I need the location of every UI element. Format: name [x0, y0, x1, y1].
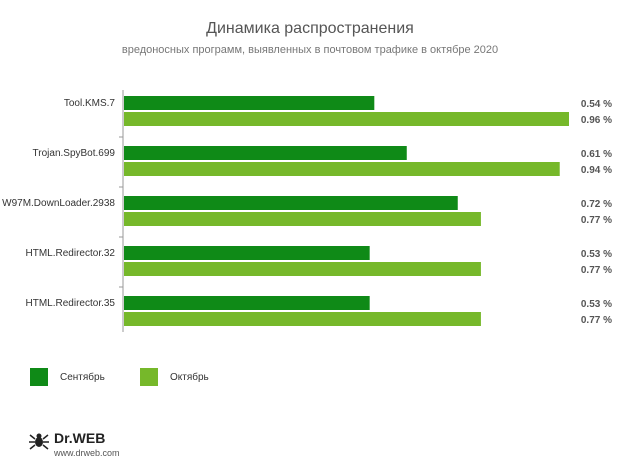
spider-logo-icon [29, 433, 49, 450]
bar-september [124, 96, 375, 110]
legend-label-october: Октябрь [170, 372, 209, 383]
category-label: HTML.Redirector.35 [26, 298, 116, 309]
legend-swatch-october [140, 368, 158, 386]
value-label: 0.53 % [581, 249, 612, 260]
bar-september [124, 296, 370, 310]
category-label: Trojan.SpyBot.699 [33, 148, 116, 159]
bar-october [124, 212, 481, 226]
value-label: 0.77 % [581, 265, 612, 276]
chart-title: Динамика распространения [206, 20, 414, 37]
value-label: 0.96 % [581, 115, 612, 126]
value-label: 0.77 % [581, 315, 612, 326]
value-label: 0.54 % [581, 99, 612, 110]
category-label: HTML.Redirector.32 [26, 248, 116, 259]
value-label: 0.94 % [581, 165, 612, 176]
logo-name: Dr.WEB [54, 430, 106, 446]
category-label: W97M.DownLoader.2938 [2, 198, 115, 209]
category-label: Tool.KMS.7 [64, 98, 116, 109]
legend-label-september: Сентябрь [60, 372, 105, 383]
bar-october [124, 262, 481, 276]
bar-october [124, 312, 481, 326]
bar-october [124, 162, 560, 176]
bar-september [124, 146, 407, 160]
value-label: 0.72 % [581, 199, 612, 210]
logo-url: www.drweb.com [54, 448, 120, 458]
value-label: 0.77 % [581, 215, 612, 226]
bar-september [124, 196, 458, 210]
chart-subtitle: вредоносных программ, выявленных в почто… [121, 44, 499, 56]
value-label: 0.61 % [581, 149, 612, 160]
bar-october [124, 112, 569, 126]
drweb-logo: Dr.WEB www.drweb.com [28, 430, 168, 466]
value-label: 0.53 % [581, 299, 612, 310]
legend-swatch-september [30, 368, 48, 386]
bar-september [124, 246, 370, 260]
bar-chart: Tool.KMS.7 0.54 % 0.96 % Trojan.SpyBot.699 0… [2, 90, 612, 332]
